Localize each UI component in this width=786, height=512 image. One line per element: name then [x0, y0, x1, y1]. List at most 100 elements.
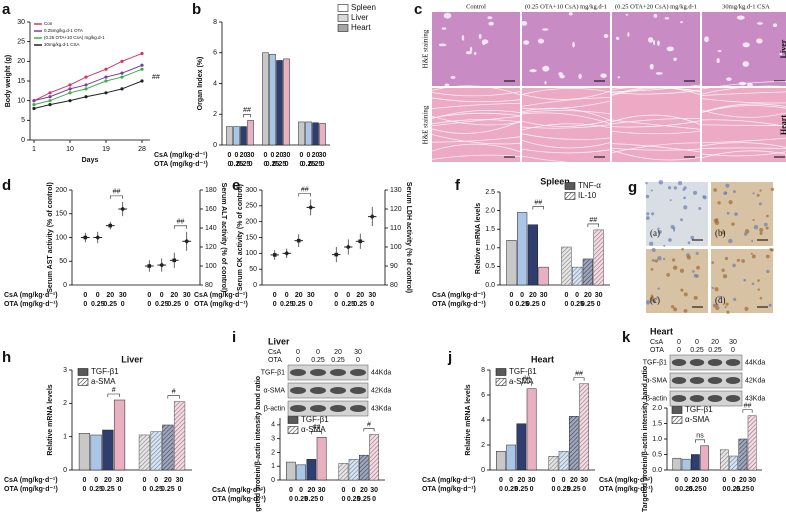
bar: [579, 383, 589, 471]
cell: [670, 304, 675, 309]
cell: [650, 267, 654, 271]
annotation: #: [172, 389, 176, 396]
row-value: 0.25: [167, 301, 181, 308]
vessel: [717, 50, 722, 53]
y-tick-label: 6: [481, 392, 485, 399]
blot-band-label: α-SMA: [645, 377, 667, 384]
cell: [681, 247, 684, 251]
cell: [649, 241, 654, 246]
y-tick-label: 2: [481, 442, 485, 449]
blot-band-label: TGF-β1: [643, 359, 667, 366]
row-value: 0: [273, 292, 277, 299]
blot-band: [290, 369, 306, 376]
blot-band: [310, 405, 326, 412]
blot-row-value: 0.25: [311, 357, 325, 364]
marker: [345, 244, 351, 250]
vessel: [488, 21, 494, 26]
row-label: CsA (mg/kg·d⁻¹): [4, 292, 58, 299]
fiber: [701, 150, 786, 159]
y-tick-label: 2: [63, 400, 67, 407]
vessel: [742, 42, 750, 48]
panel-label: h: [2, 349, 11, 366]
row-value: 0.25: [266, 161, 280, 168]
point: [120, 75, 124, 79]
y-axis-label: Targeted protein/β-actin intensity band …: [255, 376, 262, 512]
point: [84, 75, 88, 79]
bracket: [173, 225, 188, 229]
organ-label: Heart: [779, 115, 786, 135]
bar-tint: [162, 425, 174, 470]
legend-swatch: [337, 14, 349, 22]
row-value: 0: [309, 301, 313, 308]
blot-band: [330, 369, 346, 376]
row-value: 30: [368, 292, 376, 299]
fiber: [611, 119, 701, 130]
bar: [548, 456, 559, 471]
y-tick-label: 100: [55, 234, 67, 241]
legend-swatch: [671, 406, 683, 414]
vessel: [664, 17, 670, 20]
row-value: 0: [185, 301, 189, 308]
blot-size-label: 44Kda: [745, 359, 765, 366]
marker: [95, 234, 101, 241]
bar: [506, 444, 517, 471]
row-value: 0.25: [357, 496, 371, 503]
y-tick-label: 0: [63, 282, 67, 289]
column-label: Control: [466, 3, 486, 10]
bar-tint: [583, 258, 593, 285]
cell: [669, 199, 672, 202]
fiber: [611, 86, 701, 93]
row-value: 0: [722, 477, 726, 484]
fiber: [611, 114, 701, 125]
point: [48, 103, 52, 107]
cell: [667, 186, 672, 190]
row-value: 30: [176, 477, 184, 484]
row-value: 20: [295, 292, 303, 299]
vessel: [568, 12, 573, 16]
bar: [269, 54, 276, 146]
vessel: [716, 58, 720, 64]
y-tick-label: 0.0: [485, 282, 495, 289]
blot-size-label: 42Kda: [371, 387, 391, 394]
cell: [645, 194, 650, 199]
fiber: [431, 85, 521, 96]
point: [140, 63, 144, 67]
blot-row-name: OTA: [650, 347, 664, 354]
cell: [650, 294, 654, 298]
vessel: [655, 72, 663, 75]
vessel: [578, 73, 582, 80]
bar: [672, 457, 682, 471]
blot-row-name: CsA: [650, 339, 664, 346]
fiber: [701, 98, 786, 104]
row-value: 0.25: [89, 486, 103, 493]
y-tick-label: 2.0: [485, 207, 495, 214]
blot-row-name: CsA: [268, 349, 282, 356]
histology-image: [702, 12, 786, 86]
marker: [108, 223, 113, 228]
fiber: [701, 81, 786, 90]
cell: [698, 207, 702, 211]
blot-band-label: β-actin: [646, 395, 667, 402]
chart-title: Spleen: [540, 176, 570, 186]
point: [84, 87, 88, 91]
legend-label: Spleen: [351, 3, 376, 12]
bar-tint: [349, 459, 359, 480]
row-value: 0: [160, 292, 164, 299]
cell: [770, 248, 774, 252]
vessel: [542, 28, 549, 31]
row-value: 0: [575, 292, 579, 299]
legend-swatch: [564, 192, 576, 200]
row-value: 0: [300, 161, 304, 168]
point: [32, 103, 36, 107]
y-tick-label: 8: [213, 19, 217, 26]
point: [104, 67, 108, 71]
bar-tint: [579, 383, 589, 470]
fiber: [701, 151, 786, 157]
row-value: 30: [540, 292, 548, 299]
bar-tint: [174, 401, 185, 470]
y2-tick-label: 140: [205, 225, 217, 232]
row-value: 0: [307, 152, 311, 159]
fiber: [701, 85, 786, 95]
bar-tint: [139, 435, 150, 470]
legend-label: Con: [44, 21, 53, 26]
